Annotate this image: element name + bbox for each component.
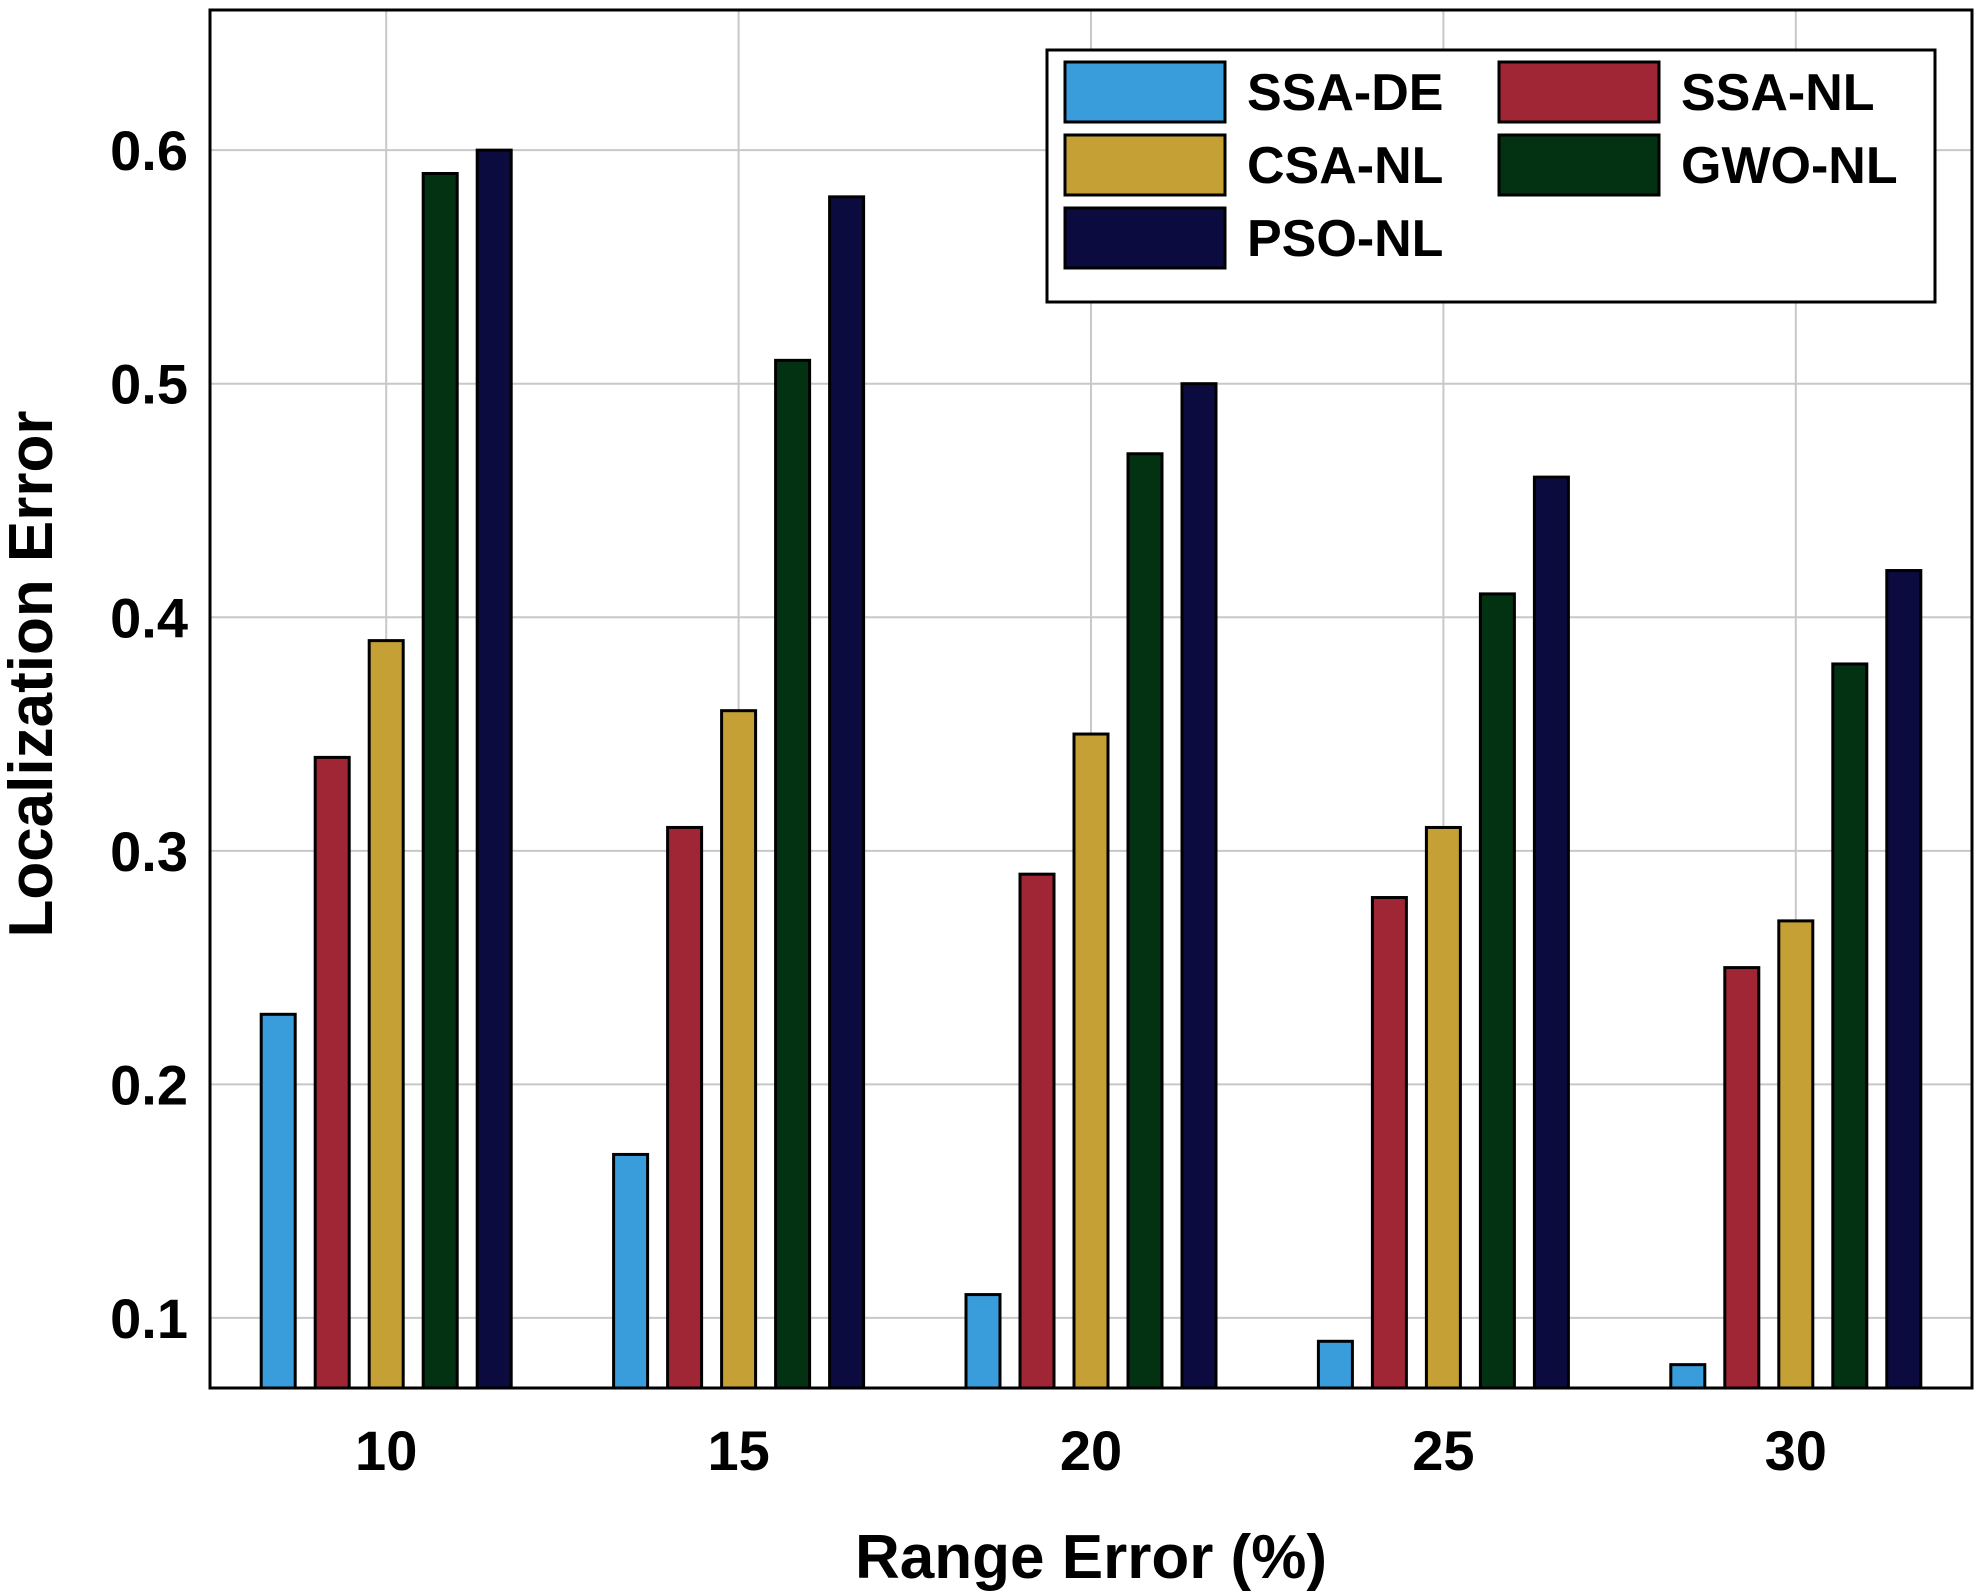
bars — [259, 148, 1923, 1390]
y-tick-label-0.1: 0.1 — [110, 1287, 188, 1350]
bar-ssa-nl-30 — [1723, 966, 1761, 1390]
legend: SSA-DE SSA-NL CSA-NL GWO-NL PSO-NL — [1045, 48, 1937, 304]
plot-frame — [208, 8, 1974, 1390]
y-tick-label-0.4: 0.4 — [110, 586, 188, 649]
x-tick-label-15: 15 — [707, 1419, 769, 1482]
bar-pso-nl-25 — [1532, 475, 1570, 1390]
bar-ssa-de-10 — [259, 1012, 297, 1390]
x-tick-label-30: 30 — [1765, 1419, 1827, 1482]
legend-label-pso-nl: PSO-NL — [1247, 210, 1443, 268]
x-tick-label-20: 20 — [1060, 1419, 1122, 1482]
bar-gwo-nl-30 — [1831, 662, 1869, 1390]
bar-csa-nl-10 — [367, 639, 405, 1390]
x-tick-label-10: 10 — [355, 1419, 417, 1482]
bar-pso-nl-10 — [475, 148, 513, 1390]
bar-ssa-nl-10 — [313, 755, 351, 1390]
legend-swatch-ssa-de — [1063, 60, 1227, 124]
x-tick-label-25: 25 — [1412, 1419, 1474, 1482]
bar-ssa-de-30 — [1669, 1363, 1707, 1390]
bar-gwo-nl-15 — [774, 358, 812, 1390]
bar-ssa-de-25 — [1316, 1339, 1354, 1390]
legend-swatch-pso-nl — [1063, 206, 1227, 270]
x-axis-label: Range Error (%) — [855, 1523, 1327, 1592]
legend-label-gwo-nl: GWO-NL — [1681, 137, 1898, 195]
y-tick-label-0.3: 0.3 — [110, 820, 188, 883]
y-axis-label: Localization Error — [0, 410, 66, 937]
legend-label-ssa-de: SSA-DE — [1247, 64, 1443, 122]
y-tick-label-0.6: 0.6 — [110, 119, 188, 182]
bar-csa-nl-25 — [1424, 825, 1462, 1390]
legend-swatch-csa-nl — [1063, 133, 1227, 197]
y-tick-label-0.2: 0.2 — [110, 1053, 188, 1116]
bar-ssa-de-20 — [964, 1293, 1002, 1390]
bar-pso-nl-20 — [1180, 382, 1218, 1390]
bar-csa-nl-30 — [1777, 919, 1815, 1390]
bar-csa-nl-15 — [720, 709, 758, 1390]
legend-swatch-gwo-nl — [1497, 133, 1661, 197]
bar-gwo-nl-20 — [1126, 452, 1164, 1390]
bar-csa-nl-20 — [1072, 732, 1110, 1390]
bar-pso-nl-30 — [1885, 569, 1923, 1390]
bar-pso-nl-15 — [828, 195, 866, 1390]
bar-ssa-nl-25 — [1370, 896, 1408, 1390]
bar-ssa-nl-15 — [666, 825, 704, 1390]
legend-swatch-ssa-nl — [1497, 60, 1661, 124]
legend-label-ssa-nl: SSA-NL — [1681, 64, 1875, 122]
y-tick-label-0.5: 0.5 — [110, 353, 188, 416]
bar-gwo-nl-10 — [421, 171, 459, 1390]
bar-gwo-nl-25 — [1478, 592, 1516, 1390]
legend-label-csa-nl: CSA-NL — [1247, 137, 1443, 195]
bar-ssa-de-15 — [612, 1152, 650, 1390]
bar-ssa-nl-20 — [1018, 872, 1056, 1390]
ticks: 10 15 20 25 30 0.1 0.2 0.3 0.4 0.5 0.6 — [110, 119, 1827, 1482]
